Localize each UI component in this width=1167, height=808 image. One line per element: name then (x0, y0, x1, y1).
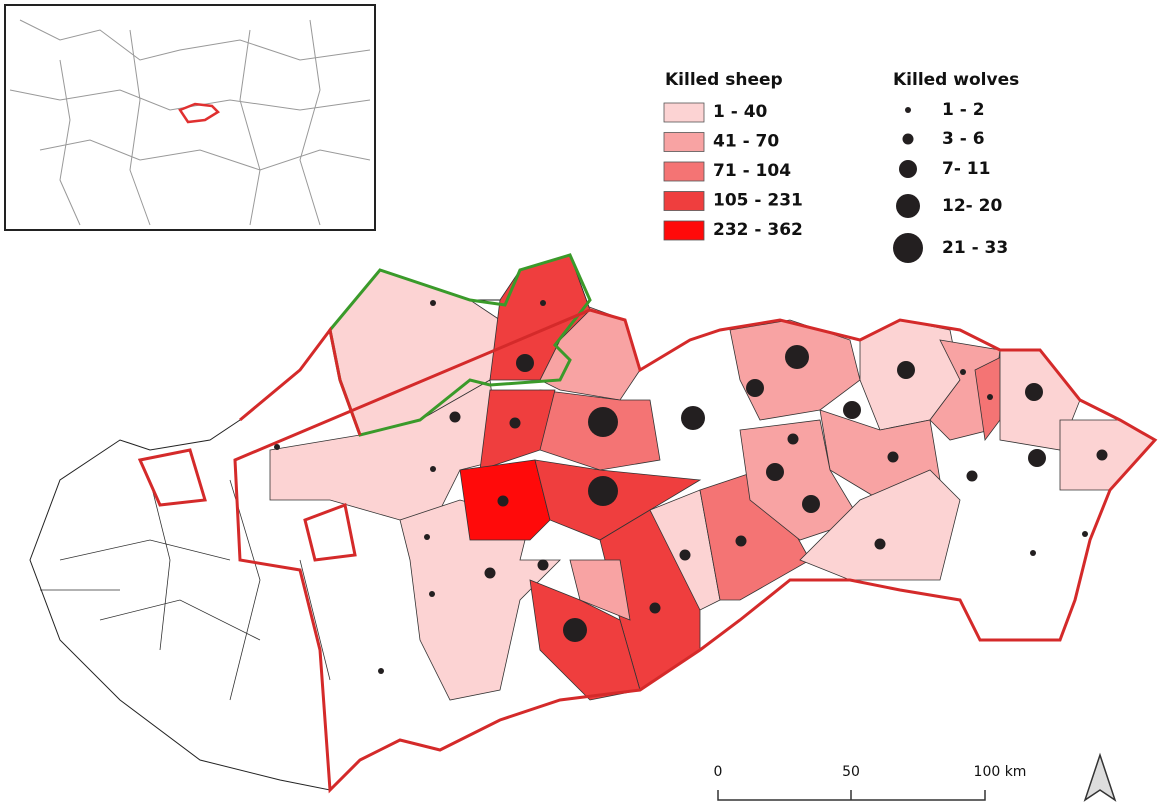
wolf-dot (746, 379, 764, 397)
scale-label: 50 (842, 764, 860, 780)
wolf-dot (378, 668, 384, 674)
inset-slovakia (178, 102, 221, 124)
wolf-dot (540, 300, 546, 306)
green-outline (328, 253, 592, 437)
wolf-dot (1030, 550, 1036, 556)
wolf-dot (987, 394, 993, 400)
wolf-dot (785, 345, 809, 369)
district (799, 469, 961, 581)
inset-borders (9, 19, 371, 226)
wolf-dot (588, 407, 618, 437)
wolf-dot (679, 549, 691, 561)
wolf-dot (1028, 449, 1046, 467)
wolf-dot (563, 618, 587, 642)
scale-label: 0 (714, 764, 723, 780)
legend-label: 105 - 231 (713, 191, 803, 211)
wolf-dot (766, 463, 784, 481)
scale-bar: 0 50 100 km (714, 764, 1027, 801)
legend-swatch (663, 102, 705, 123)
legend-dot (902, 133, 914, 145)
district-lines (40, 479, 331, 701)
legend-label: 21 - 33 (942, 238, 1008, 258)
scale-label: 100 km (974, 764, 1027, 780)
wolf-dot (843, 401, 861, 419)
scale-line (717, 790, 986, 801)
wolf-dots (274, 300, 1108, 674)
legend-dot (896, 194, 920, 218)
wolf-dot (537, 559, 549, 571)
wolf-dot (960, 369, 966, 375)
wolf-dot (449, 411, 461, 423)
district (569, 559, 631, 621)
district (479, 389, 556, 471)
legend-label: 232 - 362 (713, 220, 803, 240)
legend-swatch (663, 220, 705, 241)
legend-label: 12- 20 (942, 196, 1002, 216)
wolf-dot (509, 417, 521, 429)
wolf-dot (897, 361, 915, 379)
wolf-dot (966, 470, 978, 482)
wolf-dot (649, 602, 661, 614)
legend-label: 1 - 2 (942, 100, 985, 120)
inset-map (9, 19, 371, 226)
wolf-dot (1025, 383, 1043, 401)
wolf-dot (1082, 531, 1088, 537)
wolf-dot (588, 476, 618, 506)
wolf-dot (735, 535, 747, 547)
inset-frame (4, 4, 376, 231)
regions (29, 253, 1158, 794)
wolf-dot (802, 495, 820, 513)
legend-dot (893, 233, 923, 263)
district (729, 319, 861, 421)
north-arrow (1083, 752, 1117, 802)
wolf-dot (429, 591, 435, 597)
legend-dot (905, 107, 911, 113)
wolf-dot (1096, 449, 1108, 461)
legend-label: 1 - 40 (713, 102, 768, 122)
legend-swatch (663, 191, 705, 211)
wolf-dot (787, 433, 799, 445)
wolf-dot (484, 567, 496, 579)
legend-label: 41 - 70 (713, 132, 779, 152)
legend-title: Killed wolves (893, 70, 1019, 90)
wolf-dot (887, 451, 899, 463)
wolf-dot (681, 406, 705, 430)
wolf-dot (274, 444, 280, 450)
legend-dot (899, 160, 917, 178)
wolf-dot (424, 534, 430, 540)
legend-label: 71 - 104 (713, 161, 791, 181)
wolf-dot (516, 354, 534, 372)
wolf-dot (497, 495, 509, 507)
wolf-dot (874, 538, 886, 550)
red-outline (137, 308, 1158, 794)
legend-label: 7- 11 (942, 159, 990, 179)
legend-title: Killed sheep (665, 70, 783, 90)
legend-swatch (663, 132, 705, 152)
wolf-dot (430, 300, 436, 306)
legend-label: 3 - 6 (942, 129, 985, 149)
wolf-dot (430, 466, 436, 472)
legend-swatch (663, 161, 705, 182)
legend: Killed sheep Killed wolves 1 - 40 41 - 70… (663, 70, 1019, 263)
